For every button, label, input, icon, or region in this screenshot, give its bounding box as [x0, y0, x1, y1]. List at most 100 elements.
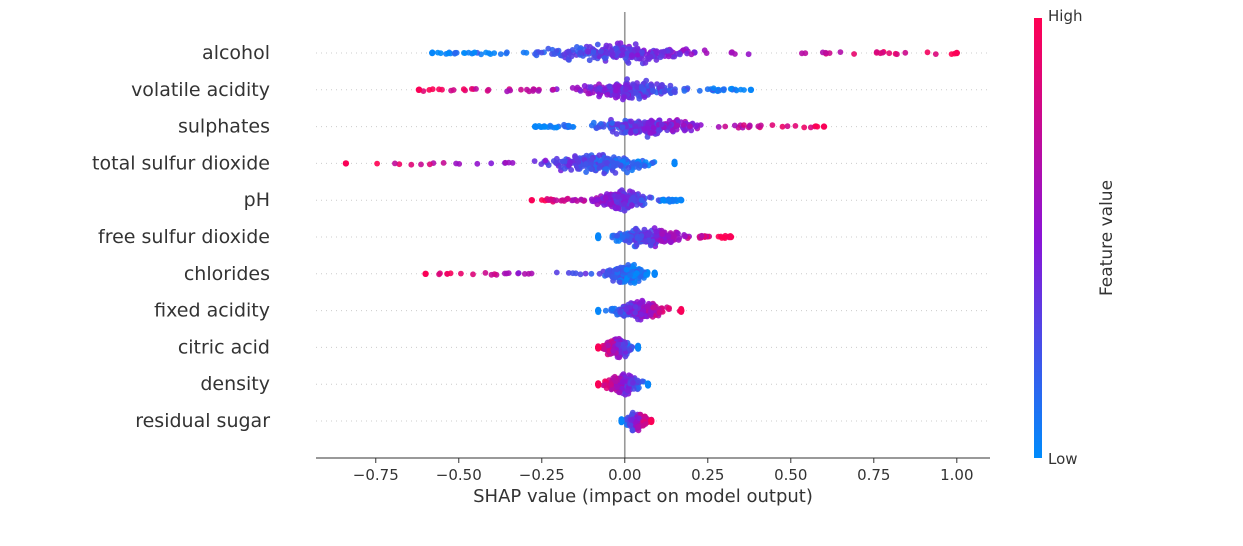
shap-point	[553, 197, 560, 204]
x-axis-title: SHAP value (impact on model output)	[473, 486, 813, 507]
shap-point	[577, 49, 584, 56]
shap-point	[632, 304, 639, 310]
shap-point	[616, 354, 623, 361]
shap-point	[374, 160, 380, 167]
shap-point	[632, 226, 639, 232]
shap-point	[604, 91, 611, 98]
shap-point	[612, 87, 619, 94]
shap-point	[645, 119, 652, 126]
shap-point	[609, 51, 616, 58]
shap-point	[627, 347, 633, 353]
shap-point	[587, 84, 594, 90]
shap-point	[630, 386, 637, 392]
shap-point	[619, 124, 626, 130]
shap-point	[628, 52, 635, 59]
shap-point	[604, 50, 610, 57]
shap-point	[658, 238, 664, 244]
feature-label: fixed acidity	[154, 300, 270, 322]
shap-point	[629, 202, 635, 209]
shap-point-extreme	[671, 160, 678, 167]
feature-label: sulphates	[178, 116, 270, 138]
shap-point	[623, 306, 629, 313]
shap-point	[487, 51, 494, 57]
shap-point	[642, 238, 649, 244]
shap-point	[637, 273, 644, 280]
shap-point	[532, 51, 538, 57]
shap-point	[634, 51, 641, 58]
shap-point	[718, 235, 725, 241]
shap-point	[594, 196, 600, 203]
shap-point	[609, 128, 616, 135]
feature-label: citric acid	[178, 336, 270, 358]
shap-point-extreme	[727, 233, 735, 241]
shap-point	[594, 201, 601, 208]
shap-point	[639, 378, 646, 385]
shap-point	[600, 123, 607, 130]
shap-point-extreme	[648, 417, 655, 425]
shap-point	[813, 123, 819, 129]
shap-point	[538, 161, 545, 168]
x-tick-label: 0.50	[774, 466, 807, 484]
shap-point	[586, 57, 593, 64]
shap-point	[638, 311, 644, 318]
shap-point	[582, 270, 589, 277]
shap-point	[468, 86, 475, 92]
shap-point	[524, 86, 530, 93]
shap-point	[624, 387, 631, 394]
shap-point	[681, 88, 688, 94]
shap-point	[625, 60, 632, 66]
shap-point	[551, 51, 558, 57]
feature-label: chlorides	[184, 263, 270, 285]
shap-point	[515, 270, 522, 276]
shap-point	[569, 270, 576, 277]
shap-point	[546, 197, 553, 204]
shap-point	[587, 44, 593, 50]
shap-point	[426, 87, 433, 93]
shap-point-extreme	[528, 197, 535, 204]
shap-point	[632, 123, 639, 130]
shap-point	[608, 381, 614, 388]
shap-point	[602, 195, 609, 202]
shap-point	[837, 49, 844, 55]
shap-point	[641, 94, 648, 100]
colorbar-high-label: High	[1048, 7, 1082, 25]
shap-point	[651, 225, 658, 231]
shap-point	[696, 87, 703, 94]
shap-point	[609, 120, 616, 126]
shap-point	[619, 378, 626, 385]
shap-point	[501, 270, 508, 277]
shap-point	[632, 128, 639, 135]
shap-point-extreme	[678, 197, 685, 204]
shap-point	[650, 87, 656, 94]
shap-point	[564, 195, 571, 202]
shap-point	[612, 274, 618, 281]
shap-point	[603, 271, 610, 278]
x-tick-label: 0.25	[691, 466, 724, 484]
shap-point	[542, 124, 548, 130]
shap-point	[473, 86, 479, 92]
shap-point	[604, 159, 610, 166]
shap-point	[561, 165, 568, 172]
shap-point	[548, 123, 555, 130]
shap-point	[568, 167, 575, 173]
shap-point	[465, 49, 472, 56]
shap-point-extreme	[595, 307, 602, 314]
shap-point	[601, 86, 608, 93]
shap-point	[902, 49, 909, 56]
shap-point	[607, 201, 614, 207]
shap-point	[453, 160, 459, 167]
shap-point	[682, 233, 688, 240]
shap-point	[668, 239, 674, 246]
shap-point	[632, 90, 639, 96]
shap-point	[623, 129, 629, 136]
shap-point	[616, 389, 623, 396]
shap-point	[647, 311, 654, 318]
shap-point	[521, 271, 528, 277]
shap-point	[799, 50, 805, 57]
shap-point	[538, 197, 545, 203]
feature-label: density	[200, 373, 270, 395]
shap-point	[792, 123, 799, 129]
shap-point	[661, 88, 668, 95]
shap-point	[567, 159, 573, 165]
shap-point	[648, 82, 655, 89]
